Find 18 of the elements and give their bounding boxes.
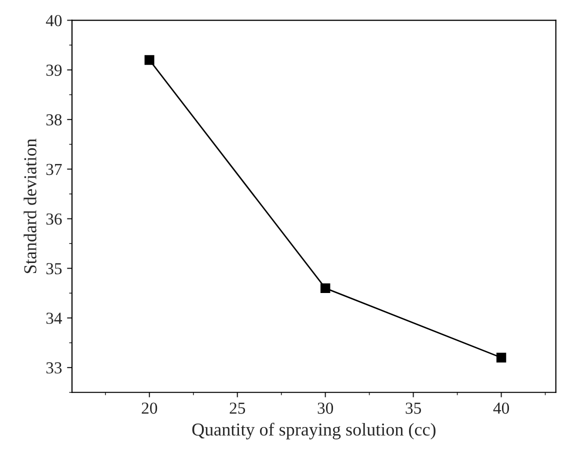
x-tick-label: 20 [142, 402, 158, 414]
x-tick-label: 40 [493, 402, 509, 414]
y-tick-label: 36 [46, 213, 62, 225]
y-tick-label: 37 [46, 164, 62, 176]
y-tick-label: 35 [46, 263, 62, 274]
y-tick-label: 33 [46, 362, 62, 374]
point [496, 352, 506, 363]
y-tick-label: 38 [46, 114, 62, 126]
y-axis-title: Standard deviation [24, 138, 36, 274]
x-axis-title: Quantity of spraying solution (cc) [192, 422, 436, 440]
y-tick-label: 34 [46, 312, 62, 324]
y-tick-label: 39 [46, 64, 62, 76]
x-tick-label: 35 [406, 402, 422, 414]
point [144, 55, 154, 65]
point [320, 283, 330, 294]
x-tick-label: 30 [318, 402, 334, 414]
x-tick-label: 25 [230, 402, 246, 414]
y-tick-label: 40 [46, 14, 62, 26]
